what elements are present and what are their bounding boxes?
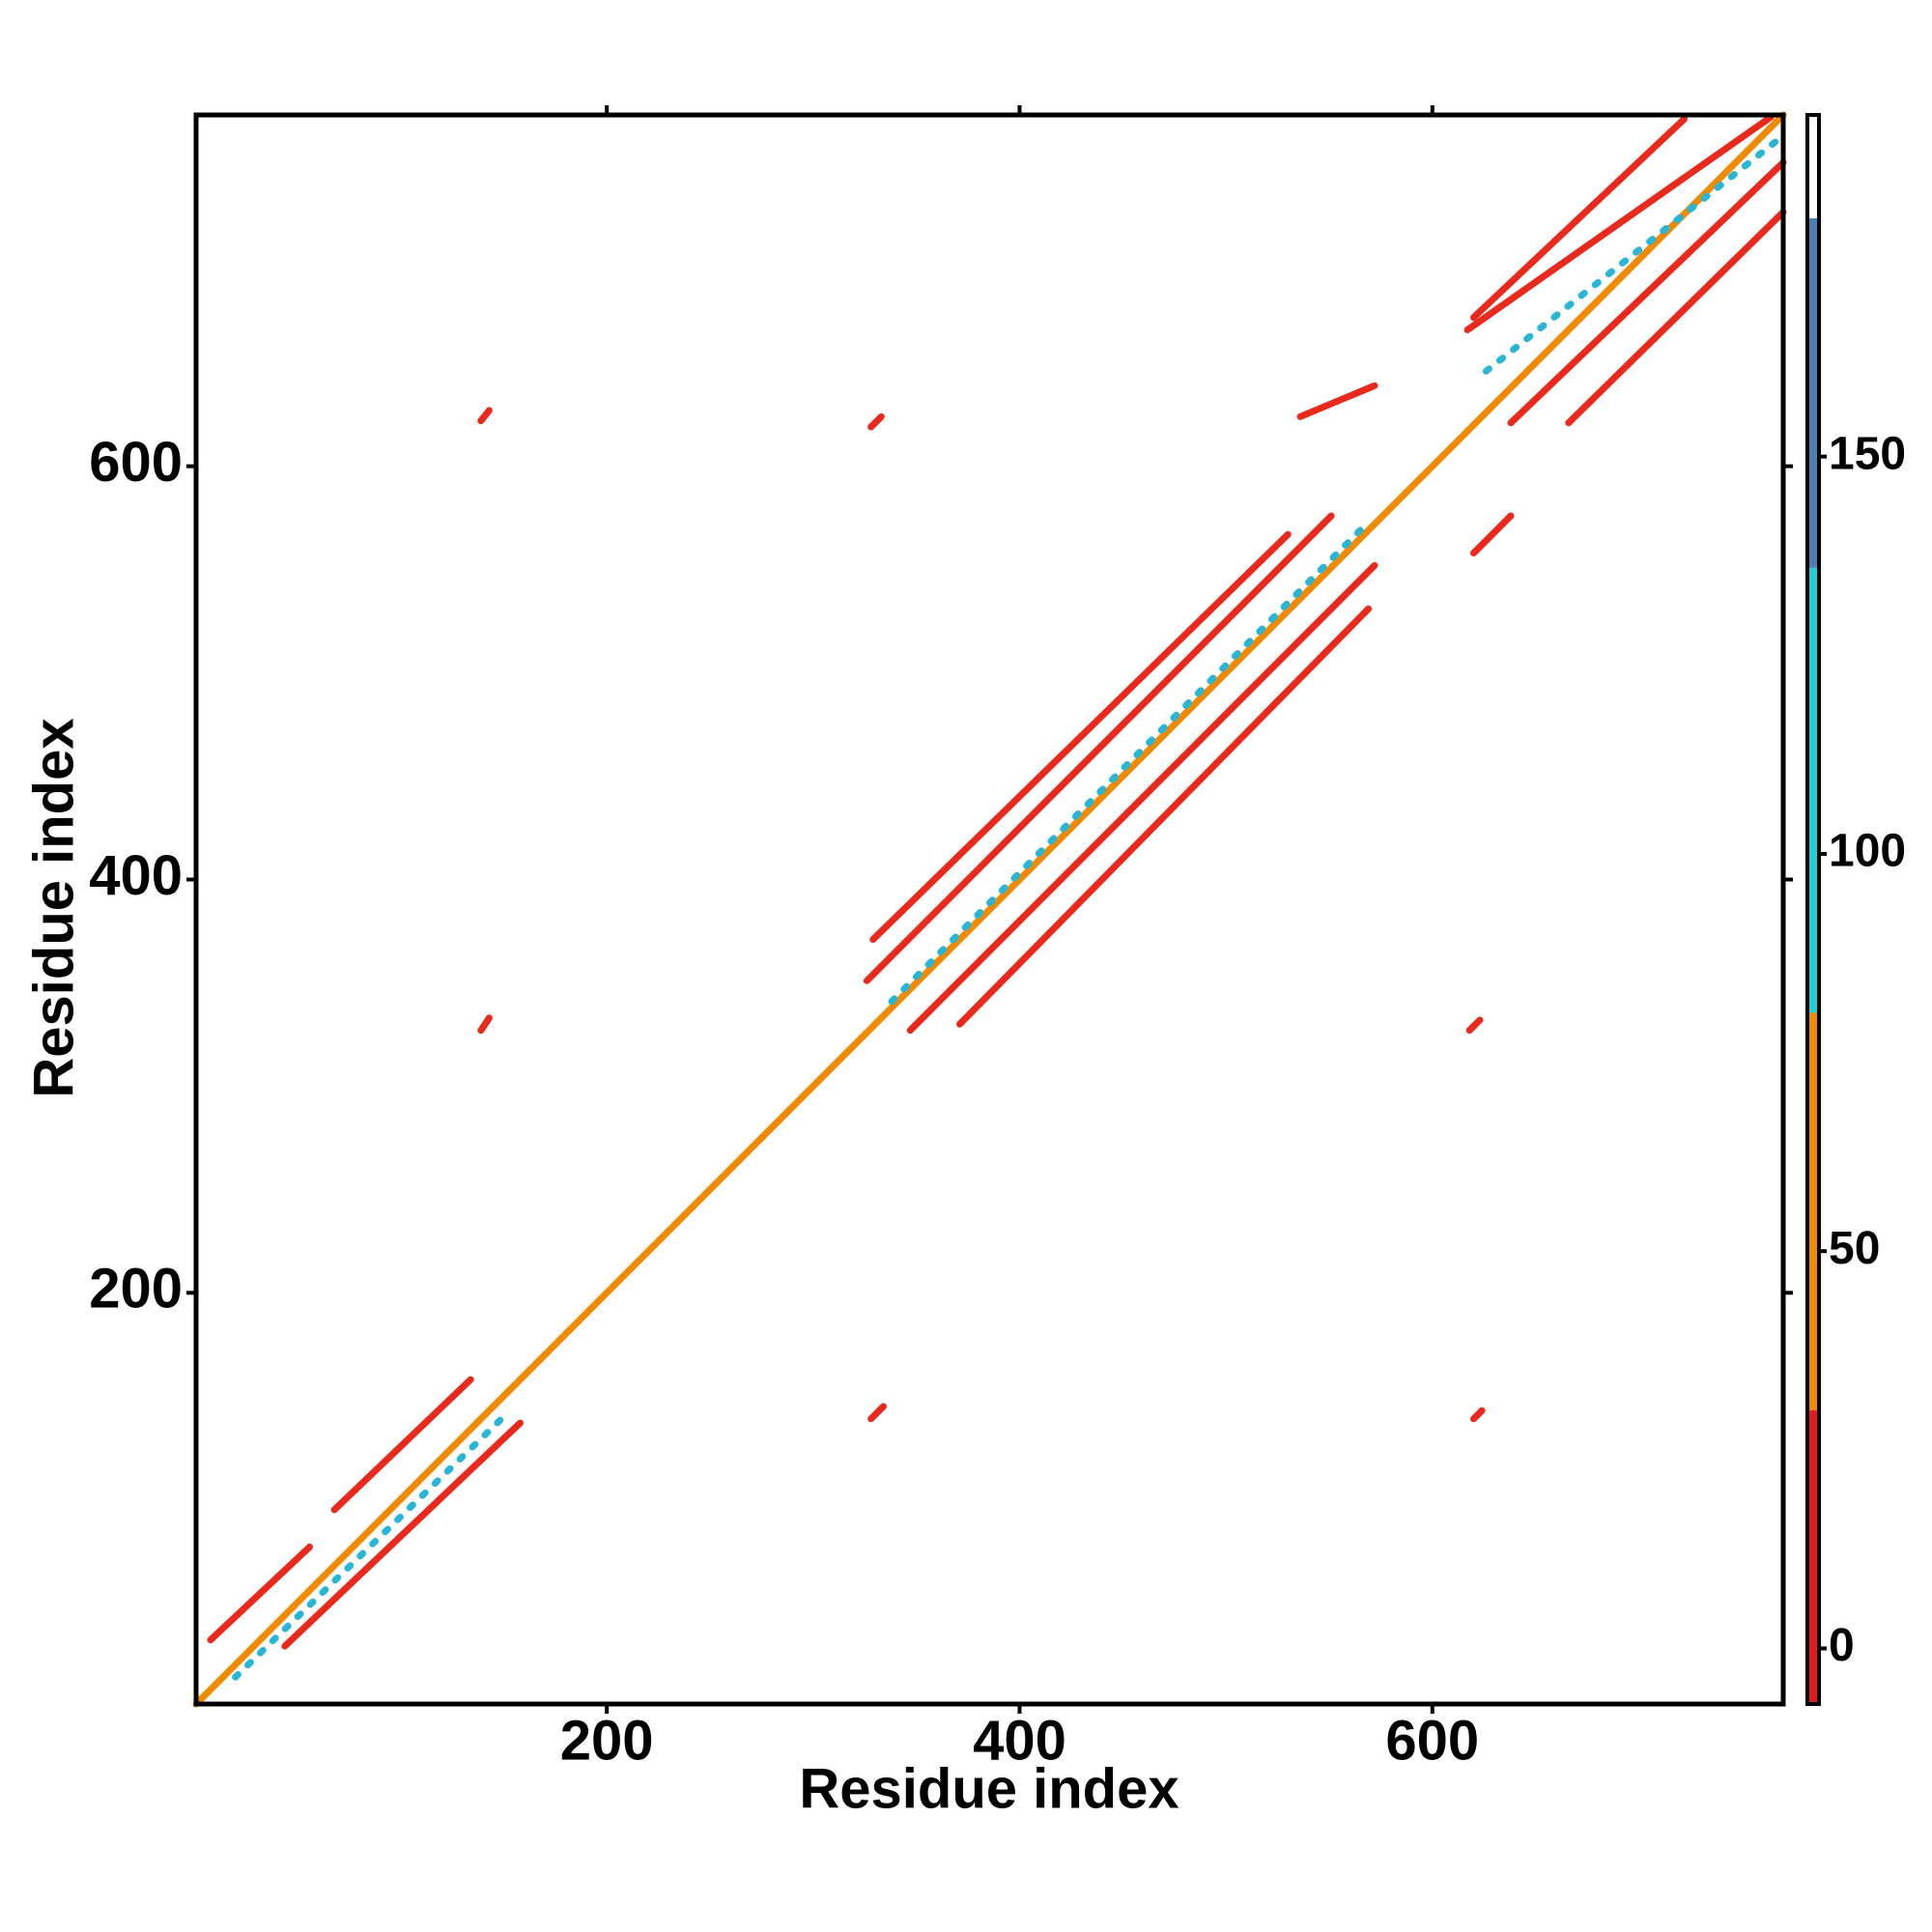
- colorbar-frame: [1805, 113, 1821, 1706]
- y-tick-label: 400: [89, 844, 183, 907]
- contact-band: [863, 512, 1335, 984]
- contact-band: [477, 1014, 493, 1035]
- contact-band: [1465, 1016, 1484, 1035]
- x-tick-label: 400: [973, 1709, 1066, 1772]
- contact-band: [1565, 209, 1787, 427]
- plot-frame: [193, 112, 1786, 1707]
- contact-band: [207, 1543, 314, 1644]
- contact-band: [1296, 382, 1378, 420]
- colorbar-segment: [1807, 115, 1819, 218]
- contact-band: [1507, 158, 1787, 427]
- colorbar-segment: [1807, 217, 1819, 568]
- x-axis-title: Residue index: [799, 1757, 1179, 1820]
- colorbar-tick-label: 50: [1829, 1223, 1880, 1274]
- contact-band: [330, 1376, 474, 1514]
- contact-band: [869, 530, 1292, 944]
- y-tick-label: 600: [89, 431, 183, 494]
- contact-band: [1463, 113, 1775, 333]
- contact-band: [867, 412, 885, 431]
- colorbar-segment: [1807, 1409, 1819, 1704]
- colorbar-tick-label: 0: [1829, 1620, 1855, 1671]
- contact-band: [281, 1419, 524, 1650]
- contact-band: [477, 407, 493, 425]
- contact-band: [888, 525, 1366, 1006]
- x-tick-label: 200: [560, 1709, 654, 1772]
- y-tick-label: 200: [89, 1258, 183, 1321]
- contact-band: [1470, 512, 1515, 556]
- colorbar-segment: [1807, 1012, 1819, 1410]
- contact-band: [956, 605, 1373, 1028]
- colorbar-segment: [1807, 567, 1819, 1013]
- contact-band: [192, 111, 1787, 1708]
- contact-band: [906, 561, 1378, 1035]
- contact-band: [1482, 131, 1787, 375]
- y-axis-title: Residue index: [22, 718, 85, 1097]
- colorbar-tick-label: 150: [1829, 428, 1906, 479]
- contact-band: [867, 1403, 887, 1423]
- contact-band: [232, 1413, 507, 1681]
- contact-band: [1470, 115, 1688, 322]
- x-tick-label: 600: [1385, 1709, 1479, 1772]
- colorbar-tick-label: 100: [1829, 826, 1906, 877]
- contact-band: [1470, 1406, 1486, 1423]
